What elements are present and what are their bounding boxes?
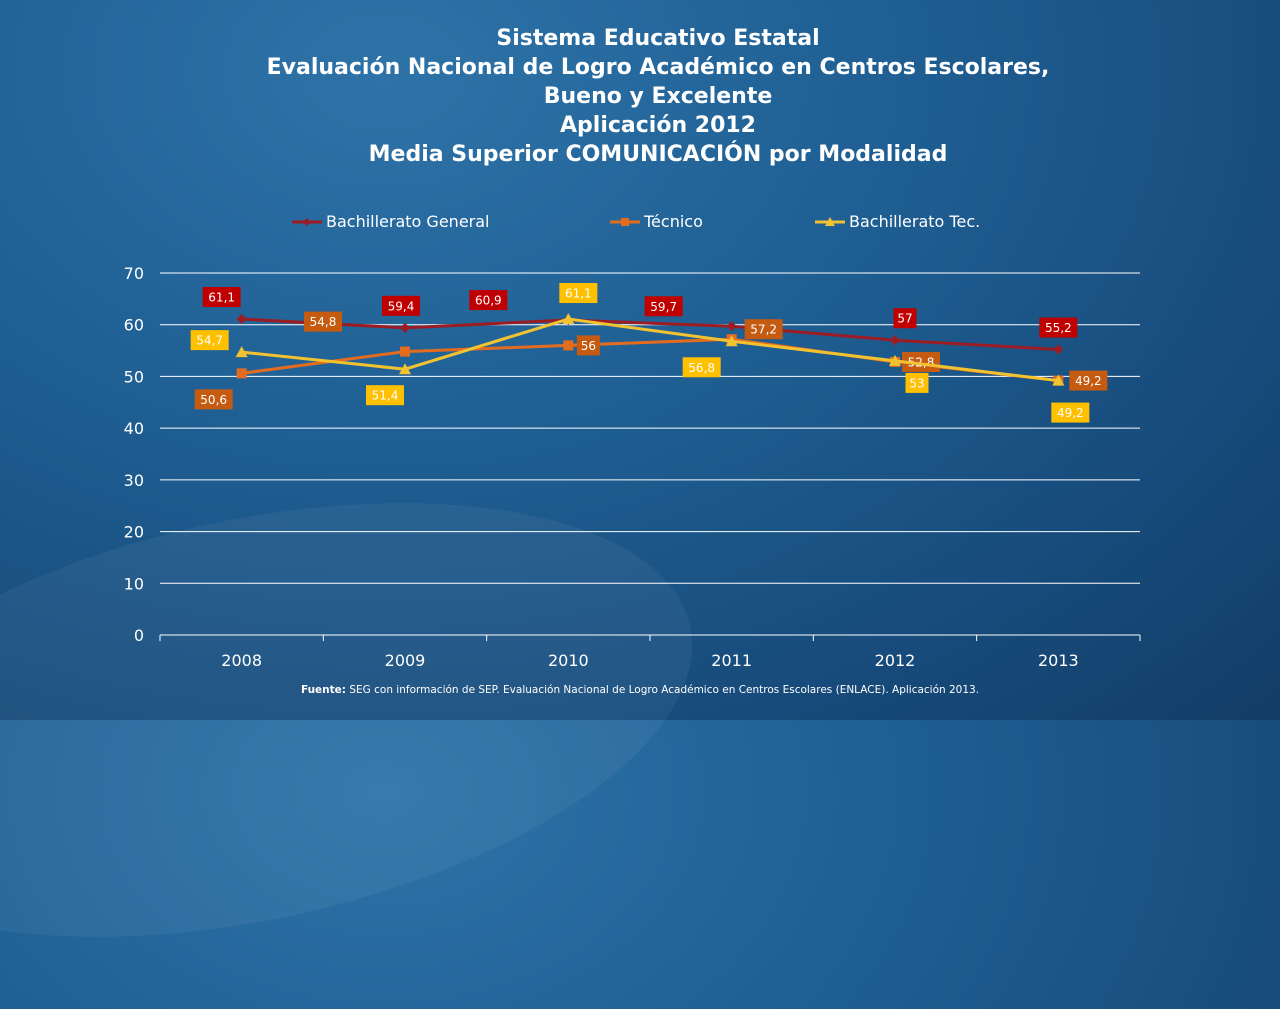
data-point [1053, 344, 1064, 355]
legend-item-bachillerato-tec: Bachillerato Tec. [815, 212, 980, 231]
data-label: 56 [581, 339, 596, 353]
x-tick-label: 2009 [385, 651, 426, 670]
data-label-box [304, 311, 342, 332]
data-label-box [744, 319, 783, 340]
line-chart: 0 10 20 30 40 50 60 70 2008 2009 2010 2011 2012 2013 6… [124, 264, 1108, 670]
y-tick-label: 10 [124, 574, 144, 593]
legend-item-bachillerato-general: Bachillerato General [292, 212, 489, 231]
chart-legend: Bachillerato General Técnico Bachillerat… [0, 212, 1280, 236]
x-tick-label: 2013 [1038, 651, 1079, 670]
data-point [236, 314, 247, 325]
y-tick-label: 40 [124, 419, 144, 438]
data-point [1052, 374, 1065, 386]
series-line [241, 317, 1059, 352]
data-point [400, 322, 410, 333]
data-label-box [194, 389, 233, 410]
data-label-box [644, 296, 683, 317]
chart-title: Sistema Educativo Estatal Evaluación Nac… [0, 24, 1280, 169]
data-label-box [382, 295, 420, 316]
data-label: 54,8 [310, 315, 337, 329]
y-tick-label: 20 [124, 523, 144, 542]
data-label: 55,2 [1045, 321, 1072, 335]
data-point [890, 335, 900, 346]
data-point [235, 346, 248, 358]
legend-label: Técnico [644, 212, 703, 231]
data-label: 60,9 [475, 294, 502, 308]
legend-item-tecnico: Técnico [610, 212, 703, 231]
x-tick-label: 2011 [711, 651, 752, 670]
data-label-box [559, 283, 598, 304]
data-label-box [893, 308, 917, 329]
data-label-box [576, 335, 600, 356]
x-tick-label: 2010 [548, 651, 589, 670]
data-label-box [905, 372, 929, 393]
legend-label: Bachillerato General [326, 212, 490, 231]
title-line-2: Evaluación Nacional de Logro Académico e… [266, 55, 1050, 80]
legend-label: Bachillerato Tec. [849, 212, 981, 231]
source-text: SEG con información de SEP. Evaluación N… [349, 684, 980, 696]
data-point [400, 346, 410, 357]
data-point [563, 340, 574, 351]
series-line [241, 317, 1059, 383]
y-tick-label: 50 [124, 367, 144, 386]
data-point [562, 313, 575, 325]
y-tick-label: 0 [134, 626, 144, 645]
title-line-1: Sistema Educativo Estatal [496, 26, 820, 51]
data-label-box [1039, 317, 1078, 338]
data-label-box [1051, 402, 1090, 423]
data-label: 57 [897, 312, 912, 326]
data-label-box [682, 357, 721, 378]
data-label-box [902, 351, 940, 372]
data-point [889, 354, 901, 366]
data-point [236, 368, 247, 379]
x-tick-label: 2008 [221, 651, 262, 670]
y-tick-label: 30 [124, 471, 144, 490]
y-tick-label: 70 [124, 264, 144, 283]
title-line-5: Media Superior COMUNICACIÓN por Modalida… [368, 142, 948, 167]
data-label: 61,1 [565, 287, 592, 301]
data-label: 49,2 [1057, 406, 1084, 420]
data-label-box [469, 290, 508, 311]
data-label: 59,4 [388, 299, 415, 313]
data-label: 50,6 [200, 393, 227, 407]
data-label: 61,1 [208, 291, 235, 305]
data-point [726, 321, 737, 332]
data-label: 56,8 [688, 361, 715, 375]
data-label: 53 [909, 376, 924, 390]
x-tick-label: 2012 [875, 651, 916, 670]
data-point [399, 363, 411, 375]
source-note: Fuente: SEG con información de SEP. Eval… [0, 684, 1280, 696]
data-label: 59,7 [650, 300, 677, 314]
source-label: Fuente: [300, 684, 346, 696]
legend-marker-square-icon [610, 217, 640, 226]
data-label: 49,2 [1075, 374, 1102, 388]
data-label-box [1069, 370, 1108, 391]
data-label: 51,4 [372, 389, 399, 403]
title-line-3: Bueno y Excelente [543, 84, 773, 109]
data-label-box [190, 330, 229, 351]
title-line-4: Aplicación 2012 [560, 113, 756, 138]
legend-marker-triangle-icon [815, 216, 845, 226]
data-label: 54,7 [196, 334, 223, 348]
y-tick-label: 60 [124, 316, 144, 335]
data-label-box [202, 287, 241, 308]
data-point [725, 335, 738, 347]
data-label-box [366, 385, 404, 406]
data-label: 57,2 [750, 323, 777, 337]
legend-marker-diamond-icon [292, 217, 322, 226]
